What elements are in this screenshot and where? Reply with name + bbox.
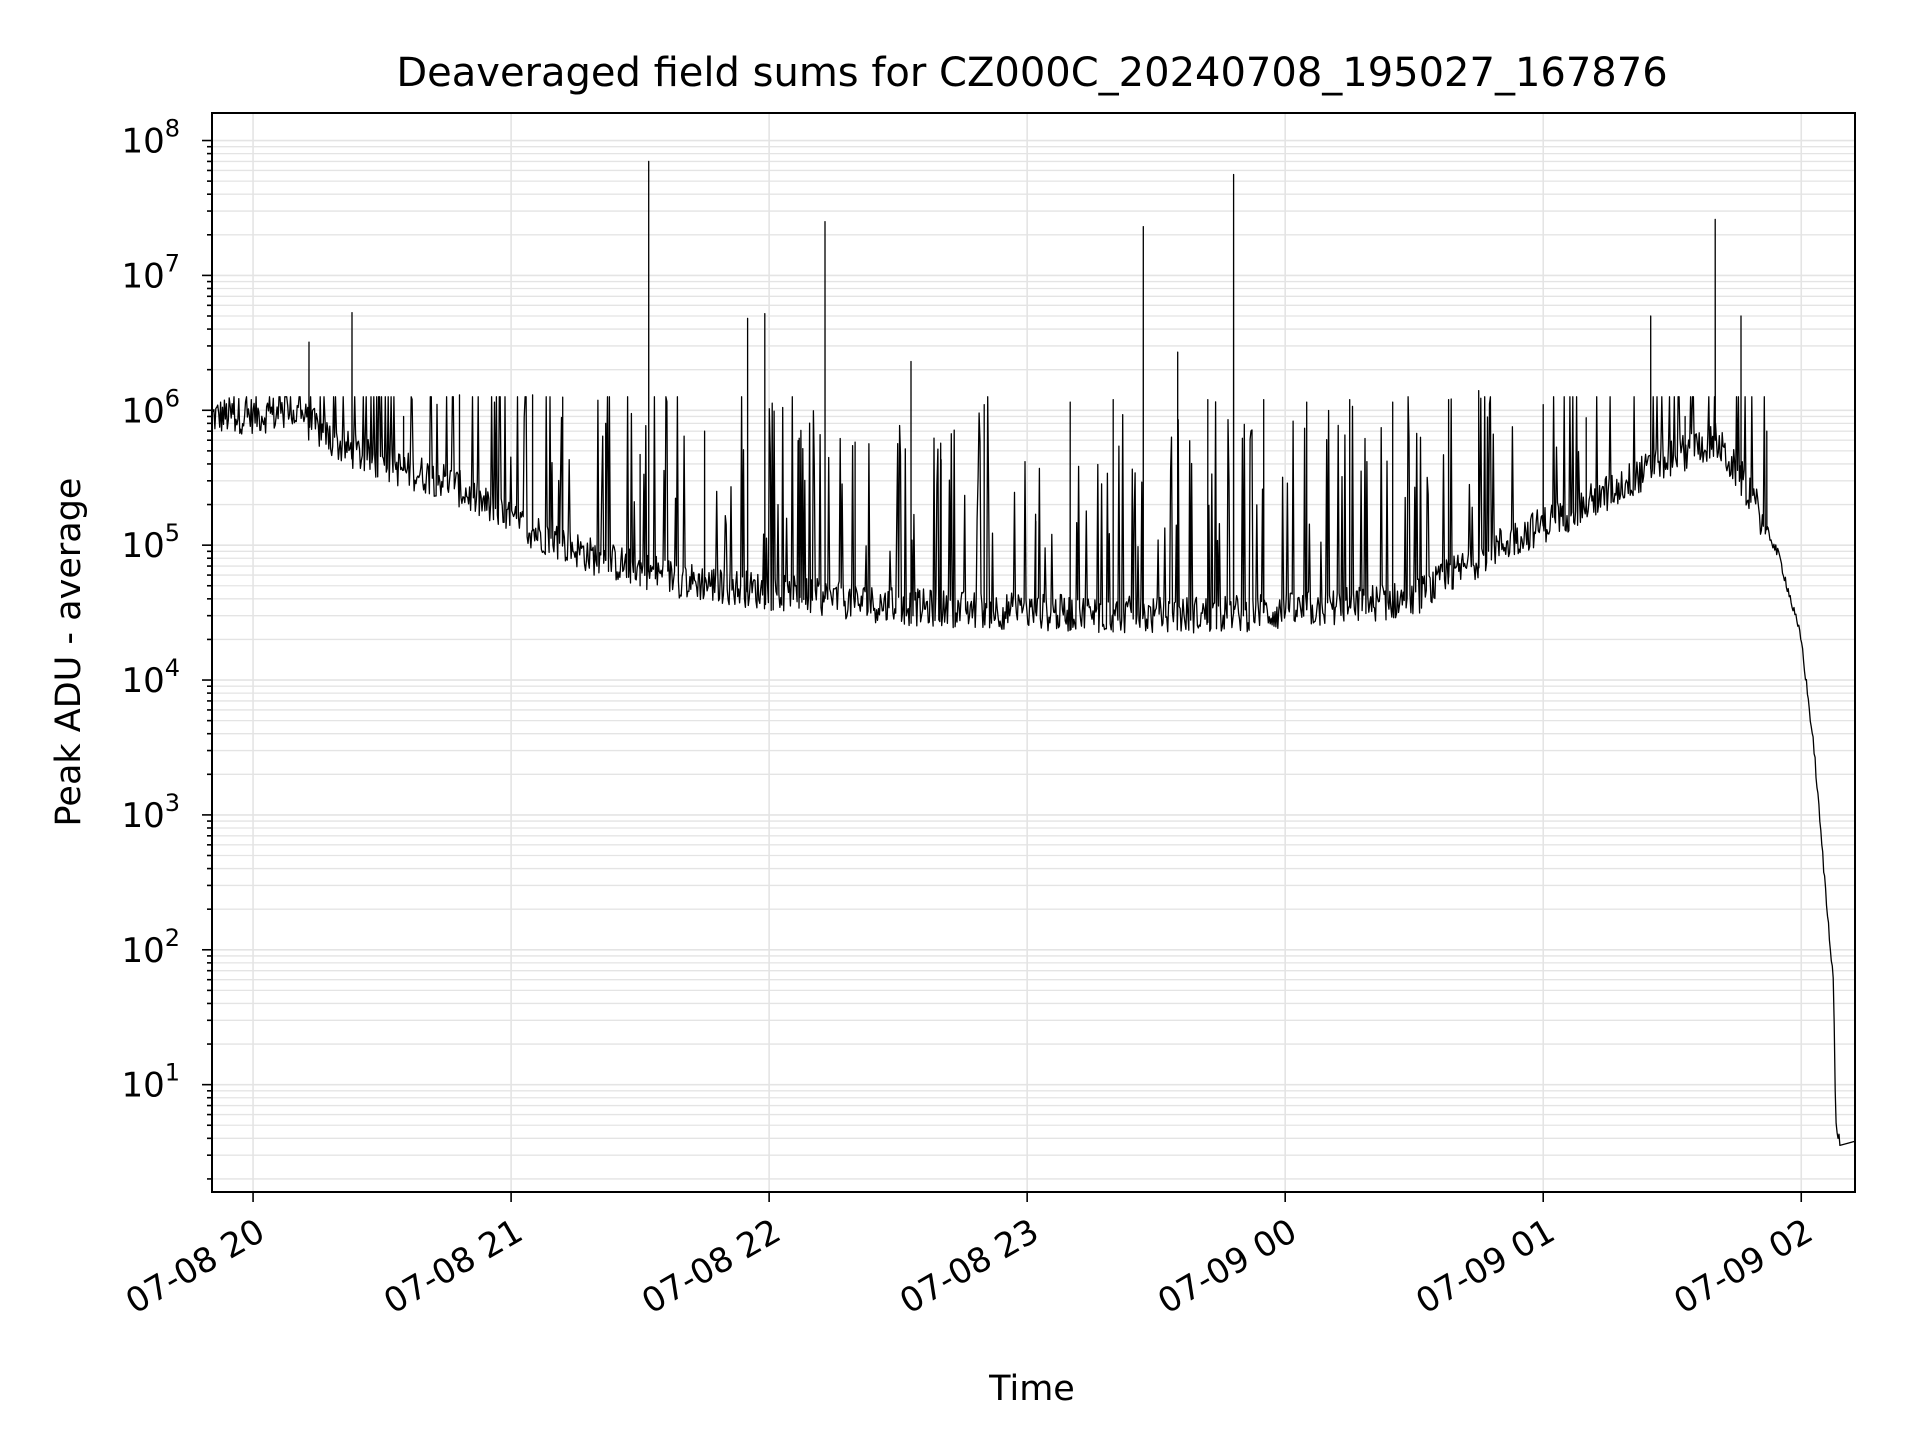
y-tick-exponent: 4 [165,654,180,682]
grid [212,113,1855,1192]
y-tick-label: 107 [121,249,180,296]
y-axis-label: Peak ADU - average [49,478,89,827]
plot-frame [211,112,1856,1193]
y-tick-base: 10 [121,256,164,296]
y-tick-label: 104 [121,654,180,701]
y-tick-exponent: 2 [165,924,180,952]
y-tick-exponent: 8 [165,115,180,143]
y-tick-exponent: 6 [165,384,180,412]
y-tick-base: 10 [121,796,164,836]
y-tick-exponent: 7 [165,249,180,277]
y-tick-label: 103 [121,789,180,836]
y-tick-base: 10 [121,526,164,566]
chart-title: Deaveraged field sums for CZ000C_2024070… [396,50,1667,96]
y-tick-label: 108 [121,115,180,162]
y-tick-label: 106 [121,384,180,431]
y-tick-exponent: 3 [165,789,180,817]
y-tick-base: 10 [121,122,164,162]
series-layer [211,160,1856,1147]
y-tick-label: 105 [121,519,180,566]
y-tick-exponent: 1 [165,1059,180,1087]
y-tick-base: 10 [121,391,164,431]
y-tick-label: 101 [121,1059,180,1106]
y-tick-base: 10 [121,661,164,701]
y-tick-exponent: 5 [165,519,180,547]
x-axis-label: Time [988,1369,1075,1409]
y-tick-base: 10 [121,931,164,971]
y-tick-label: 102 [121,924,180,971]
series-line [211,160,1856,1147]
y-tick-base: 10 [121,1066,164,1106]
